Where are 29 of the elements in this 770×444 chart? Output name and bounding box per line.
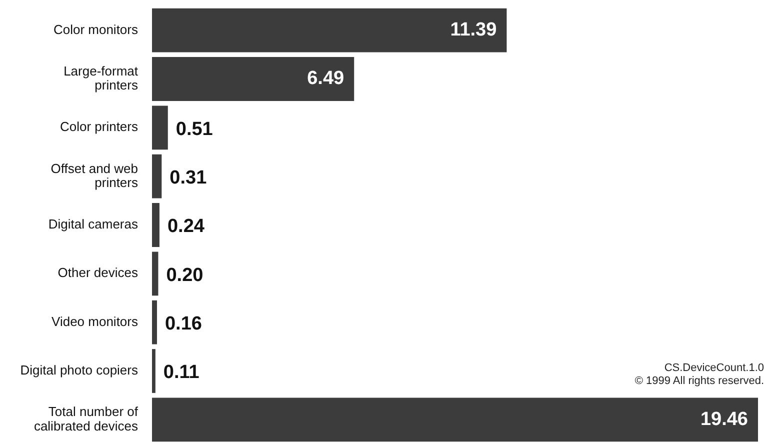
bar <box>152 252 158 296</box>
bar <box>152 203 160 247</box>
y-tick-label: Other devices <box>58 265 138 280</box>
data-label: 6.49 <box>307 68 344 90</box>
y-tick-label: Total number of calibrated devices <box>34 404 138 434</box>
bar <box>152 57 354 101</box>
bar <box>152 8 507 52</box>
data-label: 0.16 <box>164 314 202 335</box>
y-tick-label: Large-format printers <box>64 63 138 93</box>
bar <box>152 300 157 344</box>
y-tick-label: Digital photo copiers <box>20 362 138 378</box>
data-label: 0.24 <box>167 216 205 238</box>
y-tick-label: Video monitors <box>52 314 138 329</box>
data-label: 0.20 <box>166 264 204 286</box>
data-label: 0.51 <box>176 118 214 140</box>
y-tick-label: Color printers <box>60 119 138 134</box>
data-label: 0.31 <box>170 168 208 189</box>
data-label: 11.39 <box>450 20 497 41</box>
y-tick-label: Offset and web printers <box>50 160 138 190</box>
annotation: © 1999 All rights reserved. <box>634 375 764 388</box>
y-tick-label: Digital cameras <box>48 216 138 232</box>
y-tick-label: Color monitors <box>53 22 138 37</box>
bar <box>152 106 168 150</box>
data-label: 0.11 <box>163 362 200 384</box>
bar <box>152 349 156 393</box>
data-label: 19.46 <box>700 408 748 430</box>
bar <box>152 398 758 442</box>
annotation: CS.DeviceCount.1.0 <box>663 362 764 375</box>
bar <box>152 154 162 198</box>
